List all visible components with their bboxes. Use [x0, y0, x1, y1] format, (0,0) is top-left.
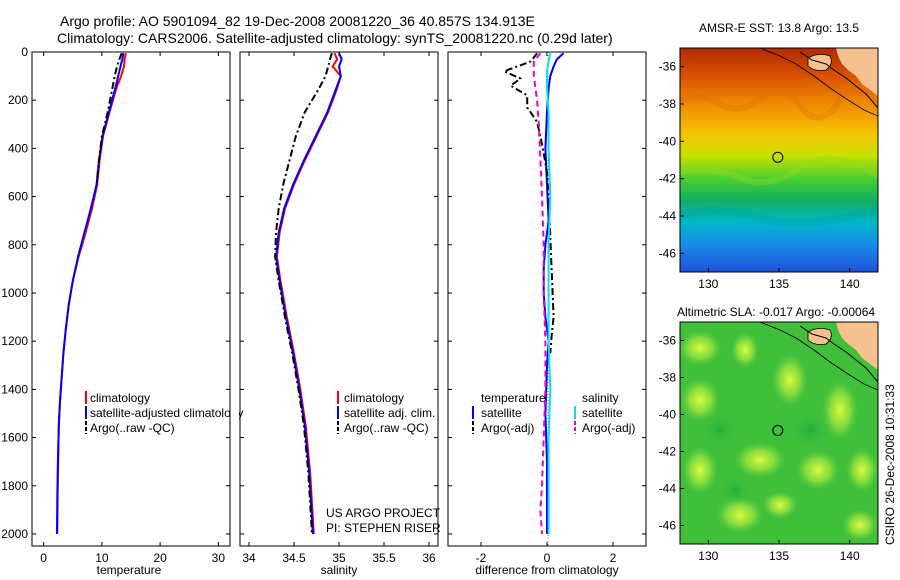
- difference-legend: temperature satellite Argo(-adj) salinit…: [472, 391, 635, 435]
- sst-argo-marker: [772, 151, 784, 163]
- map-y-tick-label: -42: [659, 172, 677, 186]
- x-tick-label: 0: [544, 551, 551, 565]
- x-tick-label: -2: [476, 551, 487, 565]
- legend-label-satellite: satellite-adjusted climatology: [90, 406, 243, 420]
- y-tick-label: 400: [8, 141, 28, 155]
- y-tick-label: 0: [21, 45, 28, 59]
- series-satellite: [56, 53, 125, 535]
- series-argo: [95, 52, 123, 185]
- map-y-tick-label: -38: [659, 97, 677, 111]
- header-line-1: Argo profile: AO 5901094_82 19-Dec-2008 …: [60, 13, 535, 29]
- x-tick-label: 35: [332, 551, 346, 565]
- sst-coastline: [799, 51, 878, 109]
- credit-line-2: PI: STEPHEN RISER: [326, 521, 441, 535]
- temperature-ticks: 0 10 20 30 0 200 400 600 800 1000 1200 1400 1600 1800…: [1, 45, 230, 565]
- sst-map-field: [680, 48, 878, 272]
- map-x-tick-label: 135: [769, 549, 789, 563]
- legend-heading-salinity: salinity: [582, 391, 619, 405]
- y-tick-label: 1000: [1, 286, 28, 300]
- sst-land: [836, 48, 878, 96]
- y-tick-label: 1600: [1, 431, 28, 445]
- series-salinity-argo: [532, 52, 547, 535]
- y-tick-label: 1400: [1, 382, 28, 396]
- difference-ticks: -2 0 2: [448, 51, 646, 565]
- salinity-axes: [239, 51, 439, 547]
- y-tick-label: 1200: [1, 334, 28, 348]
- map-x-tick-label: 140: [840, 549, 860, 563]
- x-tick-label: 30: [212, 551, 226, 565]
- temperature-series: [56, 52, 127, 535]
- map-y-tick-label: -40: [659, 408, 677, 422]
- legend-label-climatology: climatology: [90, 391, 150, 405]
- legend-label-argo: Argo(..raw -QC): [90, 421, 175, 435]
- salinity-xlabel: salinity: [321, 563, 358, 577]
- x-tick-label: 34.5: [282, 551, 306, 565]
- series-argo: [274, 52, 333, 535]
- series-satellite: [275, 52, 343, 535]
- sla-map-ticks: 130 135 140 -36 -38 -40 -42 -44 -46: [659, 334, 860, 564]
- x-tick-label: 36: [422, 551, 436, 565]
- x-tick-label: 10: [95, 551, 109, 565]
- sla-land: [836, 322, 878, 370]
- sla-map-field: [680, 322, 878, 544]
- timestamp: CSIRO 26-Dec-2008 10:31:33: [883, 384, 897, 545]
- temperature-xlabel: temperature: [97, 563, 162, 577]
- y-tick-label: 600: [8, 190, 28, 204]
- sla-map-title: Altimetric SLA: -0.017 Argo: -0.00064: [677, 305, 875, 319]
- map-y-tick-label: -46: [659, 519, 677, 533]
- map-x-tick-label: 130: [698, 549, 718, 563]
- legend-label-sal-satellite: satellite: [582, 406, 623, 420]
- legend-label-temp-argo: Argo(-adj): [481, 421, 534, 435]
- x-tick-label: 35.5: [372, 551, 396, 565]
- map-y-tick-label: -44: [659, 209, 677, 223]
- salinity-ticks: 34 34.5 35 35.5 36: [240, 51, 438, 565]
- sla-coastline: [799, 325, 878, 383]
- x-tick-label: 0: [40, 551, 47, 565]
- legend-heading-temperature: temperature: [481, 391, 546, 405]
- sst-map-ticks: 130 135 140 -36 -38 -40 -42 -44 -46: [659, 60, 860, 291]
- series-temperature-argo: [503, 52, 555, 354]
- map-y-tick-label: -36: [659, 334, 677, 348]
- y-tick-label: 2000: [1, 527, 28, 541]
- series-temperature-satellite: [542, 52, 565, 534]
- temperature-legend: climatology satellite-adjusted climatolo…: [85, 391, 243, 435]
- y-tick-label: 800: [8, 238, 28, 252]
- series-salinity-satellite: [546, 53, 552, 534]
- map-x-tick-label: 140: [840, 277, 860, 291]
- y-tick-label: 200: [8, 93, 28, 107]
- sst-map-title: AMSR-E SST: 13.8 Argo: 13.5: [699, 21, 859, 35]
- temperature-axes: [31, 51, 231, 547]
- map-y-tick-label: -40: [659, 134, 677, 148]
- salinity-legend: climatology satellite adj. clim. Argo(..…: [337, 391, 435, 435]
- legend-label-argo: Argo(..raw -QC): [344, 421, 429, 435]
- sla-argo-marker: [772, 424, 784, 436]
- map-y-tick-label: -38: [659, 371, 677, 385]
- difference-xlabel: difference from climatology: [475, 563, 618, 577]
- credit-line-1: US ARGO PROJECT: [326, 506, 441, 520]
- legend-label-sal-argo: Argo(-adj): [582, 421, 635, 435]
- x-tick-label: 2: [610, 551, 617, 565]
- x-tick-label: 20: [153, 551, 167, 565]
- map-y-tick-label: -36: [659, 60, 677, 74]
- legend-label-satellite: satellite adj. clim.: [344, 406, 435, 420]
- series-climatology: [56, 53, 127, 535]
- map-y-tick-label: -44: [659, 482, 677, 496]
- map-x-tick-label: 130: [698, 277, 718, 291]
- legend-label-climatology: climatology: [344, 391, 404, 405]
- header-line-2: Climatology: CARS2006. Satellite-adjuste…: [57, 30, 613, 46]
- x-tick-label: 34: [242, 551, 256, 565]
- legend-label-temp-satellite: satellite: [481, 406, 522, 420]
- map-y-tick-label: -46: [659, 246, 677, 260]
- map-x-tick-label: 135: [769, 277, 789, 291]
- difference-series: [503, 52, 565, 535]
- y-tick-label: 1800: [1, 479, 28, 493]
- salinity-series: [274, 52, 343, 535]
- map-y-tick-label: -42: [659, 445, 677, 459]
